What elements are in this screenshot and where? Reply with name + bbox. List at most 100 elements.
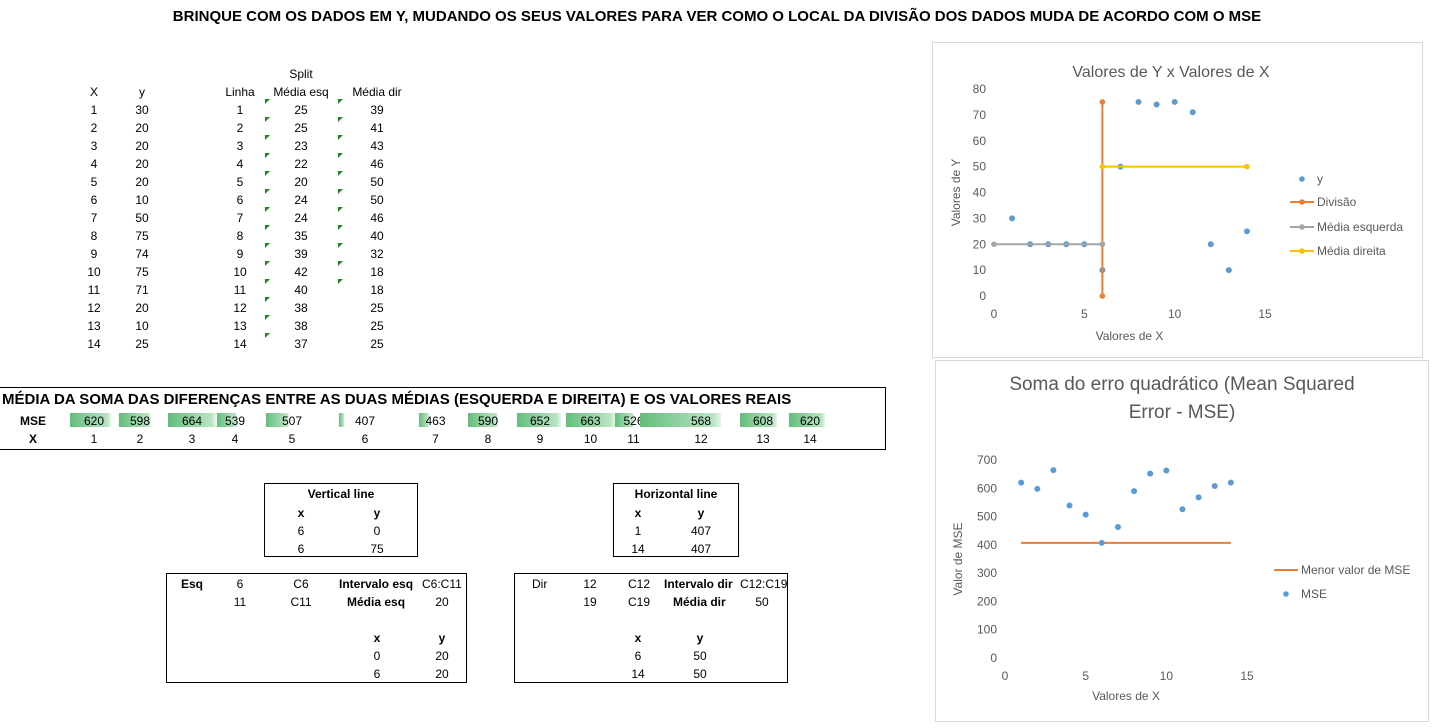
y-tick-label: 60 [973, 134, 987, 148]
scatter-chart-y-vs-x[interactable]: Valores de Y x Valores de X 0 10 20 30 40 50 60… [932, 42, 1423, 358]
dir-start-row: 12 [583, 577, 597, 591]
formula-indicator-icon [265, 261, 270, 266]
vertical-line-cell: 6 [297, 524, 305, 538]
dir-end-cell: C19 [627, 595, 650, 609]
horizontal-line-cell: 407 [690, 542, 712, 556]
formula-indicator-icon [338, 171, 343, 176]
media-esq-cell: 38 [294, 301, 308, 315]
vertical-line-cell: 75 [370, 542, 384, 556]
y-tick-label: 20 [973, 237, 987, 251]
xy-cell-y: 25 [135, 337, 149, 351]
esq-header-y: y [438, 631, 446, 645]
legend-marker-icon [1299, 248, 1305, 254]
data-point [1207, 241, 1214, 248]
xy-cell-x: 4 [90, 157, 98, 171]
xy-cell-y: 20 [135, 157, 149, 171]
dir-header-x: x [634, 631, 642, 645]
media-esq-cell: 23 [294, 139, 308, 153]
linha-cell: 3 [236, 139, 244, 153]
y-tick-label: 200 [977, 594, 997, 608]
y-tick-label: 40 [973, 186, 987, 200]
media-dir-cell: 46 [370, 157, 384, 171]
formula-indicator-icon [338, 189, 343, 194]
xy-cell-x: 12 [87, 301, 101, 315]
formula-indicator-icon [265, 117, 270, 122]
dir-cell: 14 [631, 667, 645, 681]
esq-start-row: 6 [236, 577, 244, 591]
esq-label: Esq [181, 577, 204, 591]
data-point [1135, 98, 1142, 105]
x-tick-label: 0 [991, 307, 998, 321]
mse-data-bar [740, 413, 777, 427]
vertical-line-cell: 0 [373, 524, 381, 538]
media-esq-header: Média esq [273, 85, 329, 99]
linha-cell: 6 [236, 193, 244, 207]
dir-media-label: Média dir [673, 595, 726, 609]
x-cell: 1 [90, 432, 98, 446]
y-tick-label: 0 [979, 289, 986, 303]
data-point [1099, 163, 1106, 170]
esq-header-x: x [373, 631, 381, 645]
data-point [1195, 494, 1202, 501]
x-tick-label: 10 [1168, 307, 1182, 321]
xy-header-x: X [89, 85, 98, 99]
mse-data-bar [517, 413, 562, 427]
y-tick-label: 400 [977, 538, 997, 552]
dir-box [514, 573, 788, 683]
x-cell: 11 [627, 432, 640, 446]
mse-value: 463 [425, 414, 446, 428]
media-esq-cell: 24 [294, 193, 308, 207]
formula-indicator-icon [338, 153, 343, 158]
media-esq-cell: 24 [294, 211, 308, 225]
formula-indicator-icon [338, 117, 343, 122]
mse-data-bar [615, 413, 635, 427]
data-point [1034, 485, 1041, 492]
x-cell: 3 [188, 432, 196, 446]
mse-value: 568 [690, 414, 712, 428]
x-cell: 9 [536, 432, 544, 446]
linha-cell: 10 [233, 265, 247, 279]
x-tick-label: 5 [1081, 307, 1088, 321]
formula-indicator-icon [338, 99, 343, 104]
page-title: BRINQUE COM OS DADOS EM Y, MUDANDO OS SE… [172, 8, 1262, 25]
dir-interval-value: C12:C19 [740, 577, 788, 591]
data-point [1211, 483, 1218, 490]
formula-indicator-icon [265, 99, 270, 104]
xy-cell-y: 75 [135, 265, 149, 279]
dir-start-cell: C12 [627, 577, 650, 591]
media-dir-cell: 18 [370, 283, 384, 297]
y-axis-title: Valores de Y [949, 159, 963, 227]
mse-value: 590 [477, 414, 499, 428]
linha-cell: 5 [236, 175, 244, 189]
mse-cell: 590 [468, 413, 508, 428]
mse-cell: 663 [566, 413, 615, 428]
scatter-chart-y-vs-x-svg: Valores de Y x Valores de X0102030405060… [949, 64, 1403, 343]
formula-indicator-icon [265, 279, 270, 284]
linha-cell: 7 [236, 211, 244, 225]
linha-cell: 2 [236, 121, 244, 135]
formula-indicator-icon [265, 207, 270, 212]
media-esq-cell: 20 [294, 175, 308, 189]
formula-indicator-icon [265, 333, 270, 338]
media-esq-cell: 37 [294, 337, 308, 351]
mse-data-bar [266, 413, 290, 427]
esq-media-label: Média esq [347, 595, 406, 609]
xy-cell-y: 20 [135, 175, 149, 189]
mse-chart-svg: Soma do erro quadrático (Mean Squared Err… [951, 374, 1410, 703]
mse-chart[interactable]: Soma do erro quadrático (Mean Squared Err… [935, 360, 1429, 722]
media-dir-cell: 40 [370, 229, 384, 243]
x-cell: 8 [484, 432, 492, 446]
x-tick-label: 15 [1240, 669, 1254, 683]
split-header: Split [289, 67, 313, 81]
xy-cell-y: 71 [135, 283, 149, 297]
formula-indicator-icon [265, 297, 270, 302]
data-point [1243, 228, 1250, 235]
data-point [1099, 99, 1106, 105]
xy-cell-x: 6 [90, 193, 98, 207]
media-dir-cell: 43 [370, 139, 384, 153]
mse-data-bar [70, 413, 111, 427]
formula-indicator-icon [265, 315, 270, 320]
xy-cell-y: 20 [135, 121, 149, 135]
chart-title: Error - MSE) [1129, 402, 1236, 423]
media-dir-cell: 50 [370, 175, 384, 189]
